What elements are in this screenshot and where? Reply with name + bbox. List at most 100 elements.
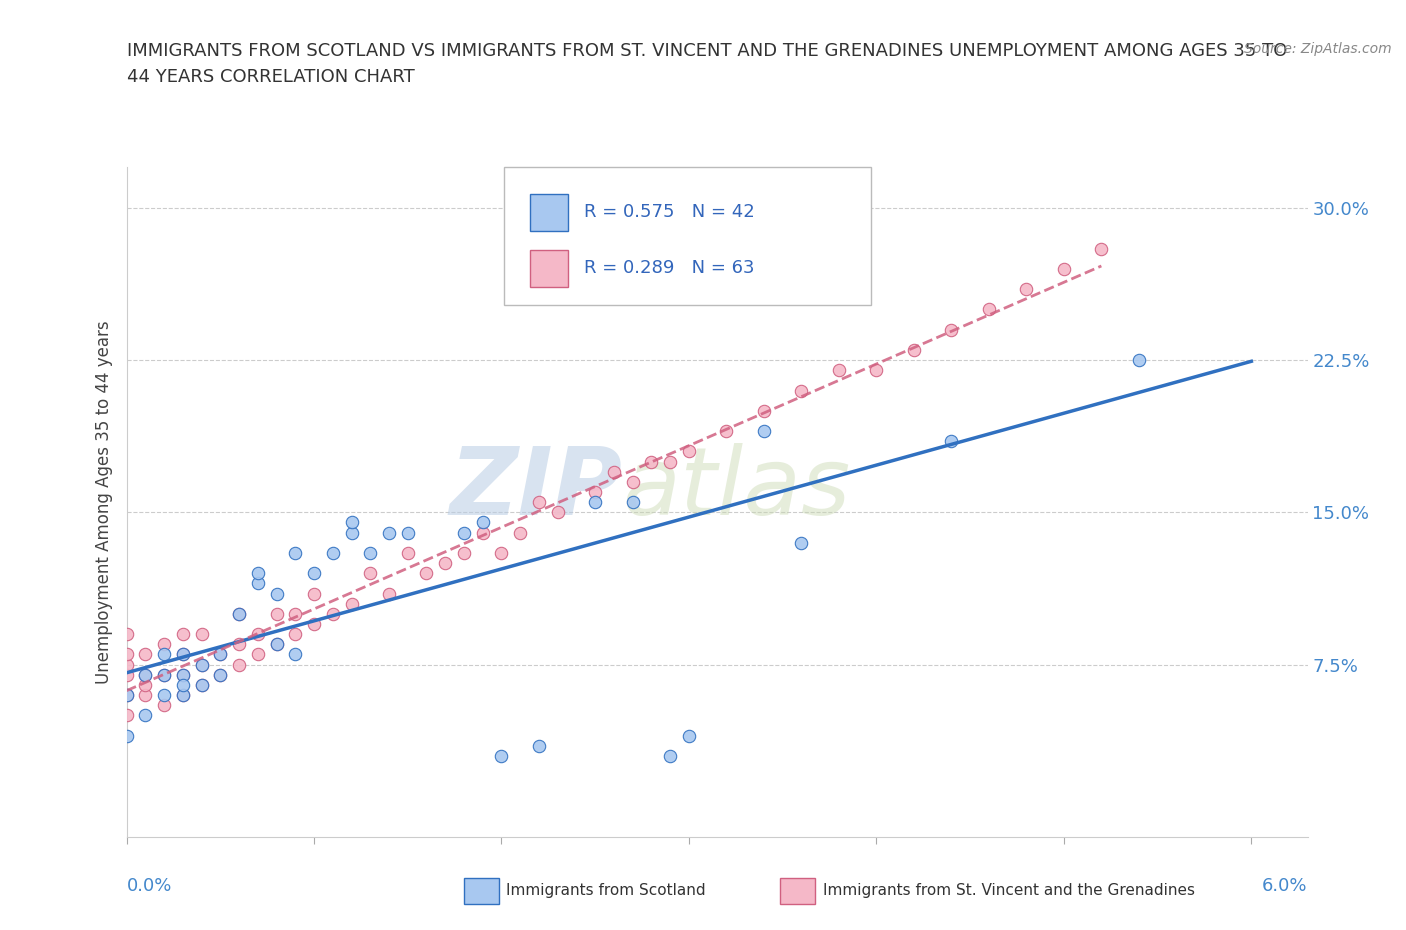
Point: [190, 677, 212, 692]
Point: [172, 667, 194, 682]
Point: [1015, 282, 1038, 297]
Point: [471, 525, 494, 540]
Point: [134, 647, 156, 662]
Point: [340, 596, 363, 611]
Point: [302, 565, 325, 580]
Point: [115, 658, 138, 672]
Text: atlas: atlas: [623, 444, 851, 535]
Point: [172, 647, 194, 662]
Point: [621, 495, 644, 510]
Point: [527, 495, 550, 510]
Point: [659, 454, 682, 469]
Point: [115, 627, 138, 642]
Text: 0.0%: 0.0%: [127, 877, 172, 896]
Point: [266, 637, 288, 652]
FancyBboxPatch shape: [505, 167, 870, 305]
Text: Immigrants from Scotland: Immigrants from Scotland: [506, 884, 706, 898]
Point: [396, 525, 419, 540]
Text: IMMIGRANTS FROM SCOTLAND VS IMMIGRANTS FROM ST. VINCENT AND THE GRENADINES UNEMP: IMMIGRANTS FROM SCOTLAND VS IMMIGRANTS F…: [127, 42, 1286, 60]
Point: [716, 220, 738, 235]
Point: [509, 525, 531, 540]
Point: [603, 464, 626, 479]
Point: [190, 627, 212, 642]
Point: [659, 749, 682, 764]
Point: [266, 606, 288, 621]
Point: [284, 647, 307, 662]
Point: [246, 576, 269, 591]
Point: [115, 647, 138, 662]
Point: [491, 749, 513, 764]
Point: [228, 637, 250, 652]
Point: [790, 536, 813, 551]
Point: [284, 606, 307, 621]
Point: [153, 698, 176, 712]
Point: [228, 658, 250, 672]
Point: [172, 647, 194, 662]
Text: R = 0.289   N = 63: R = 0.289 N = 63: [583, 259, 754, 277]
Point: [752, 424, 775, 439]
Point: [941, 323, 963, 338]
Point: [752, 404, 775, 418]
Point: [246, 565, 269, 580]
Point: [941, 434, 963, 449]
Point: [209, 647, 232, 662]
Point: [228, 606, 250, 621]
Point: [302, 586, 325, 601]
Point: [134, 677, 156, 692]
Point: [172, 667, 194, 682]
Point: [790, 383, 813, 398]
Point: [190, 658, 212, 672]
FancyBboxPatch shape: [530, 250, 568, 286]
Point: [209, 647, 232, 662]
Point: [246, 647, 269, 662]
Text: Source: ZipAtlas.com: Source: ZipAtlas.com: [1244, 42, 1392, 56]
Point: [190, 677, 212, 692]
Point: [153, 647, 176, 662]
Point: [153, 667, 176, 682]
Point: [115, 728, 138, 743]
Point: [246, 627, 269, 642]
Point: [134, 667, 156, 682]
Point: [134, 667, 156, 682]
Point: [134, 708, 156, 723]
FancyBboxPatch shape: [530, 194, 568, 231]
Point: [828, 363, 851, 378]
Point: [172, 687, 194, 702]
Point: [322, 606, 344, 621]
Point: [865, 363, 887, 378]
Text: 44 YEARS CORRELATION CHART: 44 YEARS CORRELATION CHART: [127, 68, 415, 86]
Point: [209, 667, 232, 682]
Point: [302, 617, 325, 631]
Point: [266, 586, 288, 601]
Point: [115, 687, 138, 702]
Point: [266, 637, 288, 652]
Point: [340, 525, 363, 540]
Point: [359, 546, 381, 561]
Point: [153, 687, 176, 702]
Point: [1053, 261, 1076, 276]
Point: [228, 606, 250, 621]
Y-axis label: Unemployment Among Ages 35 to 44 years: Unemployment Among Ages 35 to 44 years: [94, 321, 112, 684]
Point: [378, 525, 401, 540]
Point: [115, 708, 138, 723]
Point: [903, 342, 925, 357]
Point: [284, 546, 307, 561]
Point: [1128, 352, 1150, 367]
Point: [134, 687, 156, 702]
Point: [1090, 241, 1112, 256]
Text: 6.0%: 6.0%: [1263, 877, 1308, 896]
Text: Immigrants from St. Vincent and the Grenadines: Immigrants from St. Vincent and the Gren…: [823, 884, 1195, 898]
Point: [583, 485, 606, 499]
Point: [190, 658, 212, 672]
Point: [153, 667, 176, 682]
Point: [491, 546, 513, 561]
Point: [453, 525, 475, 540]
Point: [172, 677, 194, 692]
Point: [172, 687, 194, 702]
Point: [471, 515, 494, 530]
Point: [284, 627, 307, 642]
Point: [396, 546, 419, 561]
Point: [415, 565, 437, 580]
Point: [209, 667, 232, 682]
Point: [434, 555, 457, 570]
